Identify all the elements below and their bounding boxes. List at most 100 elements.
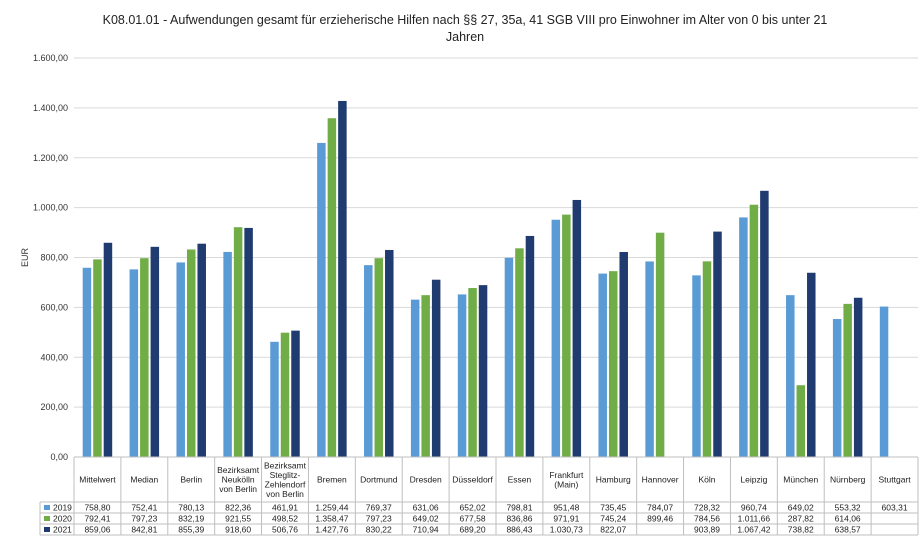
bar-2020 [608,271,618,457]
bar-2021 [525,235,535,457]
gridlines [74,57,918,458]
data-label: 752,41 [131,503,157,513]
bar-2021 [338,100,347,458]
bar-2021 [760,190,769,457]
y-tick-label: 0,00 [50,452,68,462]
bar-2019 [223,251,232,457]
data-table: Mittelwert Median Berlin Bezirksamt Neukölln… [39,456,919,536]
bar-2020 [515,248,524,457]
bar-2019 [270,341,279,457]
bar-2019 [645,261,654,457]
bar-2020 [233,227,243,457]
bar-2021 [853,297,863,457]
bar-2019 [598,273,607,457]
data-label: 631,06 [413,503,439,513]
data-label: 649,02 [788,503,814,513]
data-label: 830,22 [366,525,392,535]
bar-2019 [551,219,561,457]
legend-label: 2019 [53,503,72,513]
data-label: 603,31 [882,503,908,513]
category-label: Frankfurt (Main) [549,470,584,490]
bar-2020 [374,258,384,457]
bar-2020 [702,261,712,457]
data-label: 638,57 [835,525,861,535]
y-tick-label: 1.600,00 [33,53,68,63]
data-label: 461,91 [272,503,298,513]
category-label: Bezirksamt Neukölln von Berlin [217,465,260,494]
category-label: Bremen [317,475,347,485]
data-label: 921,55 [225,514,251,524]
legend-swatch-2019 [44,505,50,510]
bar-2020 [843,303,852,457]
data-label: 797,23 [131,514,157,524]
data-label: 769,37 [366,503,392,513]
bar-2019 [504,257,514,457]
data-label: 506,76 [272,525,298,535]
data-label: 859,06 [84,525,110,535]
bar-2020 [468,288,477,457]
data-label: 822,36 [225,503,251,513]
bars [82,100,889,458]
bar-2021 [478,285,488,457]
category-label: Dresden [410,475,442,485]
chart-title: K08.01.01 - Aufwendungen gesamt für erzi… [103,13,828,44]
data-label: 971,91 [553,514,579,524]
bar-2019 [176,262,185,457]
data-label: 553,32 [835,503,861,513]
data-label: 649,02 [413,514,439,524]
y-tick-label: 1.200,00 [33,153,68,163]
data-label: 728,32 [694,503,720,513]
bar-2020 [796,385,806,457]
data-label: 1.427,76 [315,525,348,535]
legend-label: 2020 [53,514,72,524]
data-label: 855,39 [178,525,204,535]
data-label: 1.067,42 [737,525,770,535]
data-label: 832,19 [178,514,204,524]
category-label: Köln [698,475,715,485]
category-label: Dortmund [360,475,398,485]
legend-label: 2021 [53,525,72,535]
bar-2019 [739,217,748,457]
category-label: Median [130,475,158,485]
category-label: München [783,475,818,485]
bar-2020 [140,258,149,457]
data-label: 738,82 [788,525,814,535]
bar-2021 [244,227,253,457]
bar-2021 [197,243,206,457]
legend-swatch-2020 [44,516,50,521]
data-label: 798,81 [506,503,532,513]
data-label: 784,56 [694,514,720,524]
data-label: 710,94 [413,525,439,535]
category-label: Mittelwert [79,475,116,485]
bar-2019 [879,306,889,457]
bar-2019 [317,142,326,457]
y-tick-label: 200,00 [40,402,68,412]
category-label: Nürnberg [830,475,866,485]
category-label: Hamburg [596,475,631,485]
bar-2019 [129,269,139,457]
bar-2020 [421,295,430,457]
data-label: 1.011,66 [738,514,771,524]
category-label: Leipzig [740,475,767,485]
data-label: 652,02 [460,503,486,513]
data-label: 842,81 [131,525,157,535]
data-label: 780,13 [178,503,204,513]
bar-2021 [713,231,722,457]
data-label: 689,20 [460,525,486,535]
data-label: 735,45 [600,503,626,513]
bar-2020 [280,332,290,457]
bar-2019 [786,295,795,457]
chart-title-line-1: K08.01.01 - Aufwendungen gesamt für erzi… [103,13,828,27]
data-label: 745,24 [600,514,626,524]
bar-2019 [692,275,701,457]
y-tick-label: 600,00 [40,302,68,312]
category-label: Düsseldorf [452,475,493,485]
bar-2020 [655,232,665,457]
bar-2019 [82,267,92,457]
data-label: 614,06 [835,514,861,524]
bar-2021 [291,330,300,457]
y-tick-label: 400,00 [40,352,68,362]
category-label: Berlin [180,475,202,485]
data-label: 899,46 [647,514,673,524]
